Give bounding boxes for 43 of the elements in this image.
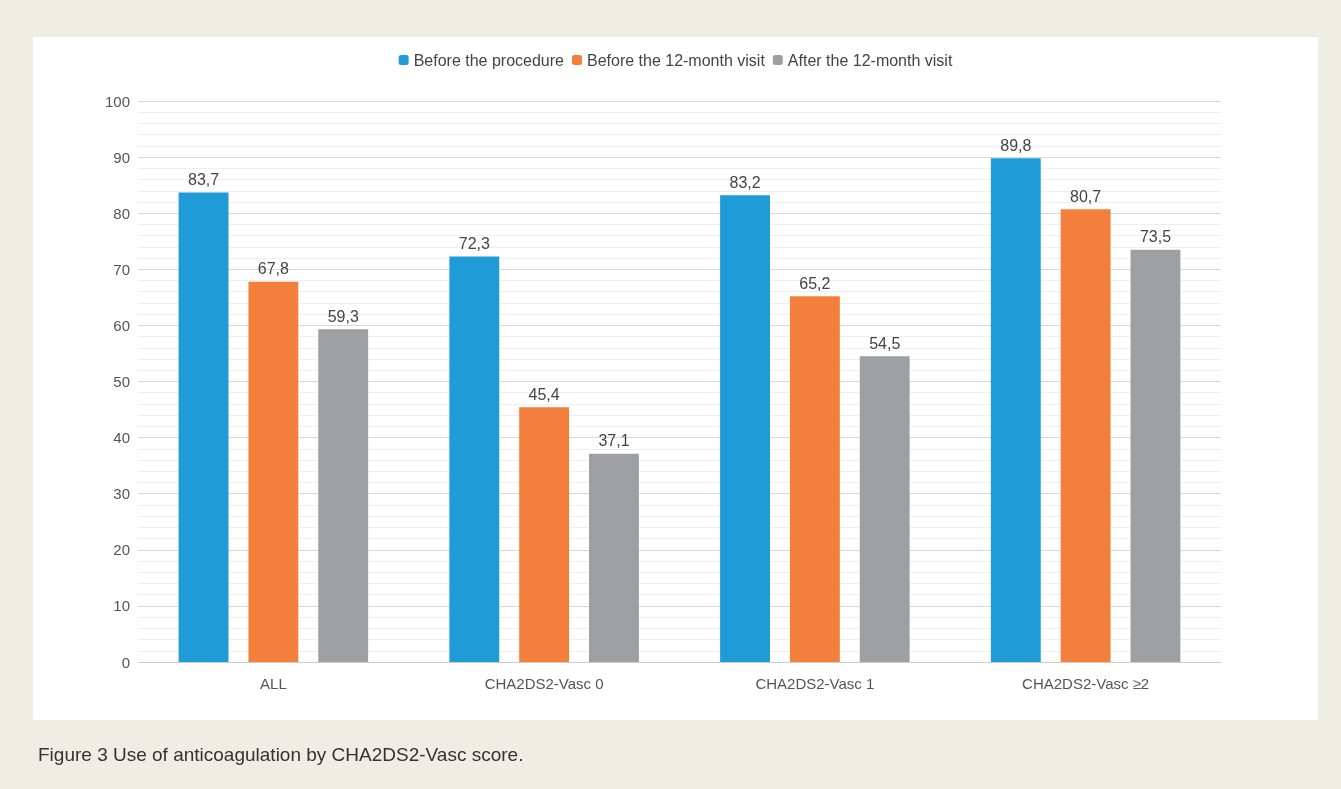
y-tick-label: 90	[113, 148, 130, 166]
data-label: 37,1	[598, 432, 630, 450]
y-tick-label: 40	[113, 429, 130, 447]
y-tick-label: 60	[113, 316, 130, 334]
y-tick-label: 100	[104, 92, 130, 110]
bar	[519, 407, 570, 662]
bar	[990, 158, 1041, 662]
data-label: 73,5	[1139, 228, 1172, 246]
bar	[318, 329, 369, 662]
data-label: 83,2	[729, 173, 761, 191]
bar	[178, 192, 229, 662]
y-tick-label: 50	[113, 373, 130, 390]
bar	[248, 281, 299, 662]
caption: Figure 3 Use of anticoagulation by CHA2DS2-Vasc score.	[38, 744, 524, 766]
legend-label: Before the procedure	[413, 51, 565, 69]
x-tick-label: CHA2DS2-Vasc ≥2	[1022, 675, 1150, 692]
x-tick-label: CHA2DS2-Vasc 0	[484, 675, 604, 692]
y-tick-label: 80	[113, 204, 130, 222]
data-label: 83,7	[187, 170, 220, 188]
y-tick-label: 30	[113, 485, 130, 503]
y-tick-label: 10	[113, 597, 130, 615]
data-label: 72,3	[458, 234, 490, 252]
bar	[1060, 209, 1111, 662]
data-label: 80,7	[1070, 187, 1102, 205]
data-label: 67,8	[257, 260, 290, 278]
bar	[720, 195, 770, 662]
legend-label: After the 12-month visit	[787, 51, 953, 69]
data-label: 89,8	[1000, 136, 1032, 154]
y-tick-label: 70	[113, 260, 130, 278]
bar	[789, 296, 840, 662]
y-tick-label: 20	[113, 541, 130, 559]
bar	[1130, 249, 1181, 662]
x-tick-label: ALL	[260, 675, 287, 692]
legend-label: Before the 12-month visit	[586, 51, 766, 69]
bar	[589, 453, 639, 662]
bar	[859, 356, 910, 662]
data-label: 45,4	[528, 385, 560, 403]
y-tick-label: 0	[121, 653, 130, 671]
data-label: 65,2	[799, 274, 831, 292]
data-label: 59,3	[327, 307, 359, 325]
bar	[449, 256, 500, 662]
data-label: 54,5	[869, 334, 901, 352]
x-tick-label: CHA2DS2-Vasc 1	[755, 675, 875, 692]
